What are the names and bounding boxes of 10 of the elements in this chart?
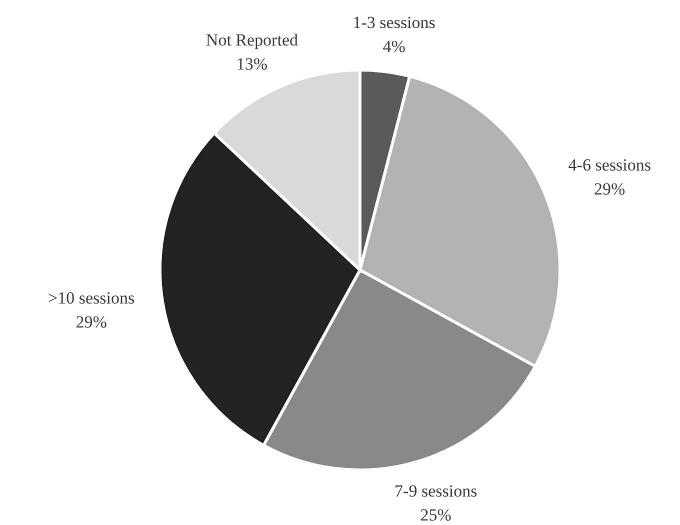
slice-label: 7-9 sessions <box>394 481 478 500</box>
data-label: 13% <box>236 54 268 74</box>
slice-label: Not Reported <box>206 30 298 50</box>
data-label: 29% <box>76 312 107 332</box>
data-label: 29% <box>594 180 626 199</box>
slice-label: 4-6 sessions <box>568 156 651 175</box>
slice-label: >10 sessions <box>48 288 135 308</box>
slice-label: 1-3 sessions <box>352 12 436 32</box>
data-label: 25% <box>420 505 452 524</box>
data-label: 4% <box>382 36 406 56</box>
